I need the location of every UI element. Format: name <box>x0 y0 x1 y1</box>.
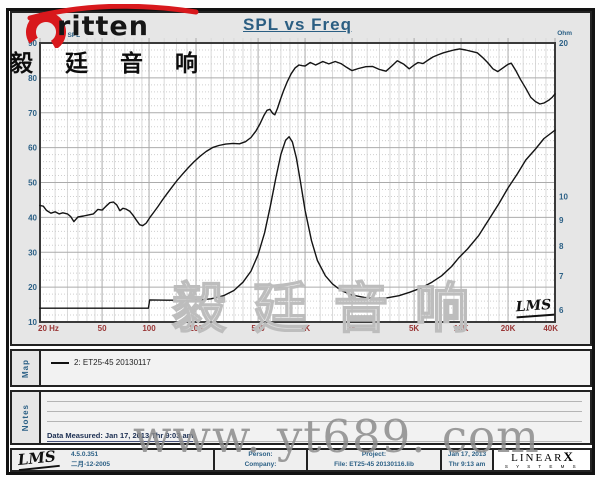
x-tick-label: 50 <box>98 324 107 333</box>
impedance-curve <box>39 129 556 309</box>
project-label: Project: <box>361 450 387 458</box>
footer-bar: LMS 4.5.0.351 二月-12-2005 Person: Company… <box>10 447 592 472</box>
x-tick-label: 20K <box>501 324 516 333</box>
y-right-tick-label: 7 <box>559 272 564 281</box>
x-tick-label: 200 <box>189 324 203 333</box>
footer-brand-cell: LINEARX S Y S T E M S <box>494 450 590 470</box>
legend-label: 2: ET25-45 20130117 <box>74 358 151 367</box>
y-left-tick-label: 20 <box>28 283 37 292</box>
lms-build-date: 二月-12-2005 <box>70 461 111 468</box>
y-left-tick-label: 50 <box>28 179 37 188</box>
y-right-tick-label: 6 <box>559 306 564 315</box>
x-tick-label: 10K <box>454 324 469 333</box>
data-measured-note: Data Measured: Jan 17, 2013 Thr 9:03 am <box>47 431 194 442</box>
y-left-tick-label: 30 <box>28 248 37 257</box>
y-right-axis-title: Ohm <box>557 30 572 37</box>
lms-version: 4.5.0.351 <box>70 450 99 458</box>
linearx-logo: LINEARX <box>511 449 573 465</box>
x-tick-label: 2K <box>347 324 357 333</box>
company-label: Company: <box>244 461 277 468</box>
notes-rule <box>47 421 582 422</box>
x-tick-label: 1K <box>300 324 310 333</box>
x-tick-label: 500 <box>251 324 265 333</box>
footer-lms-cell: LMS 4.5.0.351 二月-12-2005 <box>12 447 215 472</box>
footer-person-cell: Person: Company: <box>215 450 308 470</box>
print-time: Thr 9:13 am <box>448 461 486 468</box>
legend-line-swatch <box>51 361 69 364</box>
notes-panel: Notes Data Measured: Jan 17, 2013 Thr 9:… <box>10 390 592 445</box>
y-right-tick-label: 20 <box>559 39 568 48</box>
notes-rule <box>47 401 582 402</box>
map-panel-label-cell: Map <box>12 351 41 385</box>
y-left-tick-label: 40 <box>28 213 37 222</box>
person-label: Person: <box>248 450 273 458</box>
y-right-tick-label: 8 <box>559 242 564 251</box>
footer-version-block: 4.5.0.351 二月-12-2005 <box>71 450 110 471</box>
linearx-systems-text: S Y S T E M S <box>504 464 580 470</box>
page-title: SPL vs Freq <box>243 15 352 34</box>
y-left-tick-label: 60 <box>28 144 37 153</box>
x-tick-label: 20 Hz <box>38 324 59 333</box>
x-tick-label: 5K <box>409 324 419 333</box>
map-panel-content: 2: ET25-45 20130117 <box>41 351 590 385</box>
footer-project-cell: Project: File: ET25-45 20130116.lib <box>308 450 442 470</box>
y-left-tick-label: 90 <box>28 39 37 48</box>
y-left-tick-label: 80 <box>28 74 37 83</box>
plot-frame <box>39 42 556 323</box>
project-file: File: ET25-45 20130116.lib <box>334 461 414 468</box>
y-left-tick-label: 70 <box>28 109 37 118</box>
y-left-tick-label: 10 <box>28 318 37 327</box>
y-left-axis-title: dB SPL <box>57 32 80 39</box>
map-panel: Map 2: ET25-45 20130117 <box>10 349 592 387</box>
y-right-tick-label: 10 <box>559 193 568 202</box>
x-tick-label: 40K <box>543 324 558 333</box>
notes-panel-label-cell: Notes <box>12 392 41 443</box>
footer-datetime-cell: Jan 17, 2013 Thr 9:13 am <box>442 450 494 470</box>
notes-panel-content: Data Measured: Jan 17, 2013 Thr 9:03 am <box>41 392 590 443</box>
print-date: Jan 17, 2013 <box>447 450 487 458</box>
notes-rule <box>47 411 582 412</box>
x-tick-label: 100 <box>142 324 156 333</box>
y-right-tick-label: 9 <box>559 216 564 225</box>
lms-script-logo: LMS <box>515 297 556 319</box>
spl-curve <box>39 48 556 227</box>
notes-rule <box>47 441 582 442</box>
legend-row: 2: ET25-45 20130117 <box>51 358 151 367</box>
